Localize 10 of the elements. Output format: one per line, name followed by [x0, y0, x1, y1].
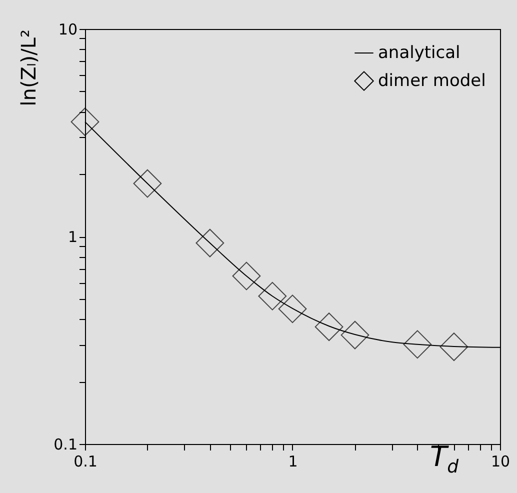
y-tick-label: 10 — [58, 20, 78, 38]
legend-label: analytical — [378, 43, 460, 63]
x-tick-label: 1 — [288, 452, 298, 470]
x-tick-label: 10 — [490, 452, 510, 470]
legend-label: dimer model — [378, 71, 486, 91]
y-axis-title: ln(Zₗ)/L² — [16, 30, 41, 106]
y-tick-label: 0.1 — [54, 436, 78, 454]
x-tick-label: 0.1 — [74, 452, 98, 470]
y-tick-label: 1 — [68, 228, 78, 246]
x-axis-title: T$_{d}$ — [430, 440, 459, 478]
